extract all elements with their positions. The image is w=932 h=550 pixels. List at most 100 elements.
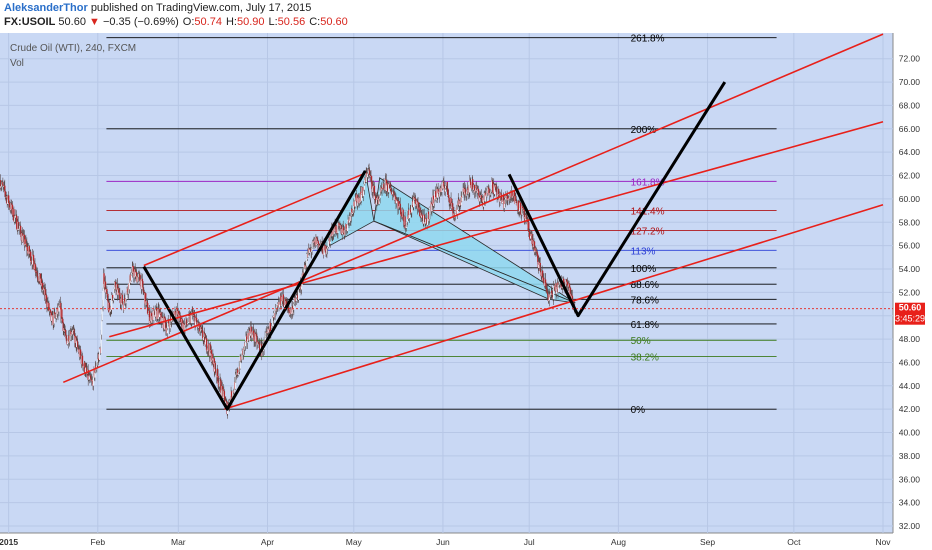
candle-body <box>227 408 229 415</box>
candle-body <box>459 200 461 204</box>
candle-body <box>390 192 393 195</box>
candle-body <box>394 195 396 201</box>
candle-body <box>158 312 161 318</box>
candle-body <box>99 347 101 361</box>
time-tick-label: Nov <box>875 537 891 547</box>
candle-body <box>400 207 402 216</box>
candle-body <box>9 207 11 208</box>
candle-body <box>369 174 372 177</box>
candle-body <box>139 274 141 282</box>
candle-body <box>185 319 188 325</box>
candle-body <box>495 189 498 191</box>
candle-body <box>499 197 501 202</box>
candle-body <box>516 201 518 204</box>
price-tag-value: 50.60 <box>899 303 922 313</box>
candle-body <box>316 238 319 245</box>
candle-body <box>28 246 30 254</box>
candle-body <box>367 173 369 175</box>
candle-body <box>15 215 17 218</box>
candle-body <box>505 194 507 198</box>
candle-body <box>356 202 359 206</box>
time-tick-label: Jun <box>436 537 450 547</box>
vertical-grid <box>8 33 884 533</box>
candle-body <box>500 192 502 195</box>
candle-body <box>357 198 359 203</box>
candle-body <box>350 216 352 221</box>
candle-body <box>81 355 84 364</box>
candle-body <box>545 287 548 289</box>
symbol: FX:USOIL <box>4 16 56 28</box>
candle-body <box>204 334 206 345</box>
time-tick-label: Mar <box>171 537 186 547</box>
candle-body <box>25 239 27 245</box>
candle-body <box>256 341 259 345</box>
candle-body <box>471 179 474 190</box>
candle-body <box>323 244 326 246</box>
candle-body <box>461 190 464 197</box>
candle-body <box>39 273 41 284</box>
candle-body <box>325 252 328 255</box>
candle-body <box>567 285 570 287</box>
candle-body <box>32 255 35 261</box>
candle-body <box>437 189 439 193</box>
candle-body <box>406 221 408 223</box>
candle-body <box>318 243 320 245</box>
candle-body <box>512 195 515 197</box>
candle-body <box>330 233 332 237</box>
time-ticks: 2015 Feb Mar Apr May Jun Jul Aug Sep Oct Nov <box>0 537 891 547</box>
candle-body <box>379 190 381 198</box>
fib-label: 88.6% <box>631 280 659 291</box>
fib-label: 261.8% <box>631 34 665 45</box>
candle-body <box>378 197 381 199</box>
candle-body <box>229 399 231 401</box>
price-chart[interactable]: 261.8% 200% 161.8% 141.4% 127.2% 113% 100% 88.6… <box>0 33 932 550</box>
candle-body <box>252 330 255 338</box>
candle-body <box>424 218 427 224</box>
candle-body <box>62 318 64 323</box>
candle-body <box>566 281 569 286</box>
candle-body <box>433 203 435 207</box>
candle-body <box>72 330 75 331</box>
candle-body <box>455 212 457 213</box>
candle-body <box>138 273 141 275</box>
author-name[interactable]: AleksanderThor <box>4 2 88 14</box>
candle-body <box>395 199 398 204</box>
time-tick-label: Apr <box>261 537 274 547</box>
candle-body <box>260 343 262 353</box>
candle-body <box>239 356 241 369</box>
candle-body <box>75 340 78 348</box>
candle-body <box>248 329 250 341</box>
candle-body <box>177 311 180 318</box>
candle-body <box>428 214 431 220</box>
candle-body <box>141 278 143 290</box>
candle-body <box>269 322 272 333</box>
candle-body <box>97 358 99 360</box>
candle-body <box>434 193 436 200</box>
candle-body <box>484 192 486 202</box>
candle-body <box>211 360 213 362</box>
candle-body <box>181 319 183 329</box>
candle-body <box>196 322 198 324</box>
candle-body <box>137 277 139 282</box>
price-tag-box <box>895 302 925 325</box>
candle-body <box>557 285 560 293</box>
candle-body <box>431 203 433 212</box>
candle-body <box>533 241 536 253</box>
candle-body <box>130 274 133 281</box>
fib-label: 161.8% <box>631 177 665 188</box>
candle-body <box>470 182 472 186</box>
candle-body <box>486 190 488 197</box>
candle-body <box>187 315 190 324</box>
candle-body <box>497 188 500 195</box>
candle-body <box>224 396 226 404</box>
candle-body <box>451 203 454 207</box>
candle-body <box>16 216 18 229</box>
candle-body <box>82 363 84 368</box>
candle-body <box>80 355 82 357</box>
candle-body <box>342 232 344 235</box>
projection-line <box>507 81 727 318</box>
candle-body <box>29 253 31 255</box>
candle-body <box>531 233 533 244</box>
candle-body <box>121 294 123 303</box>
candle-body <box>41 278 43 287</box>
